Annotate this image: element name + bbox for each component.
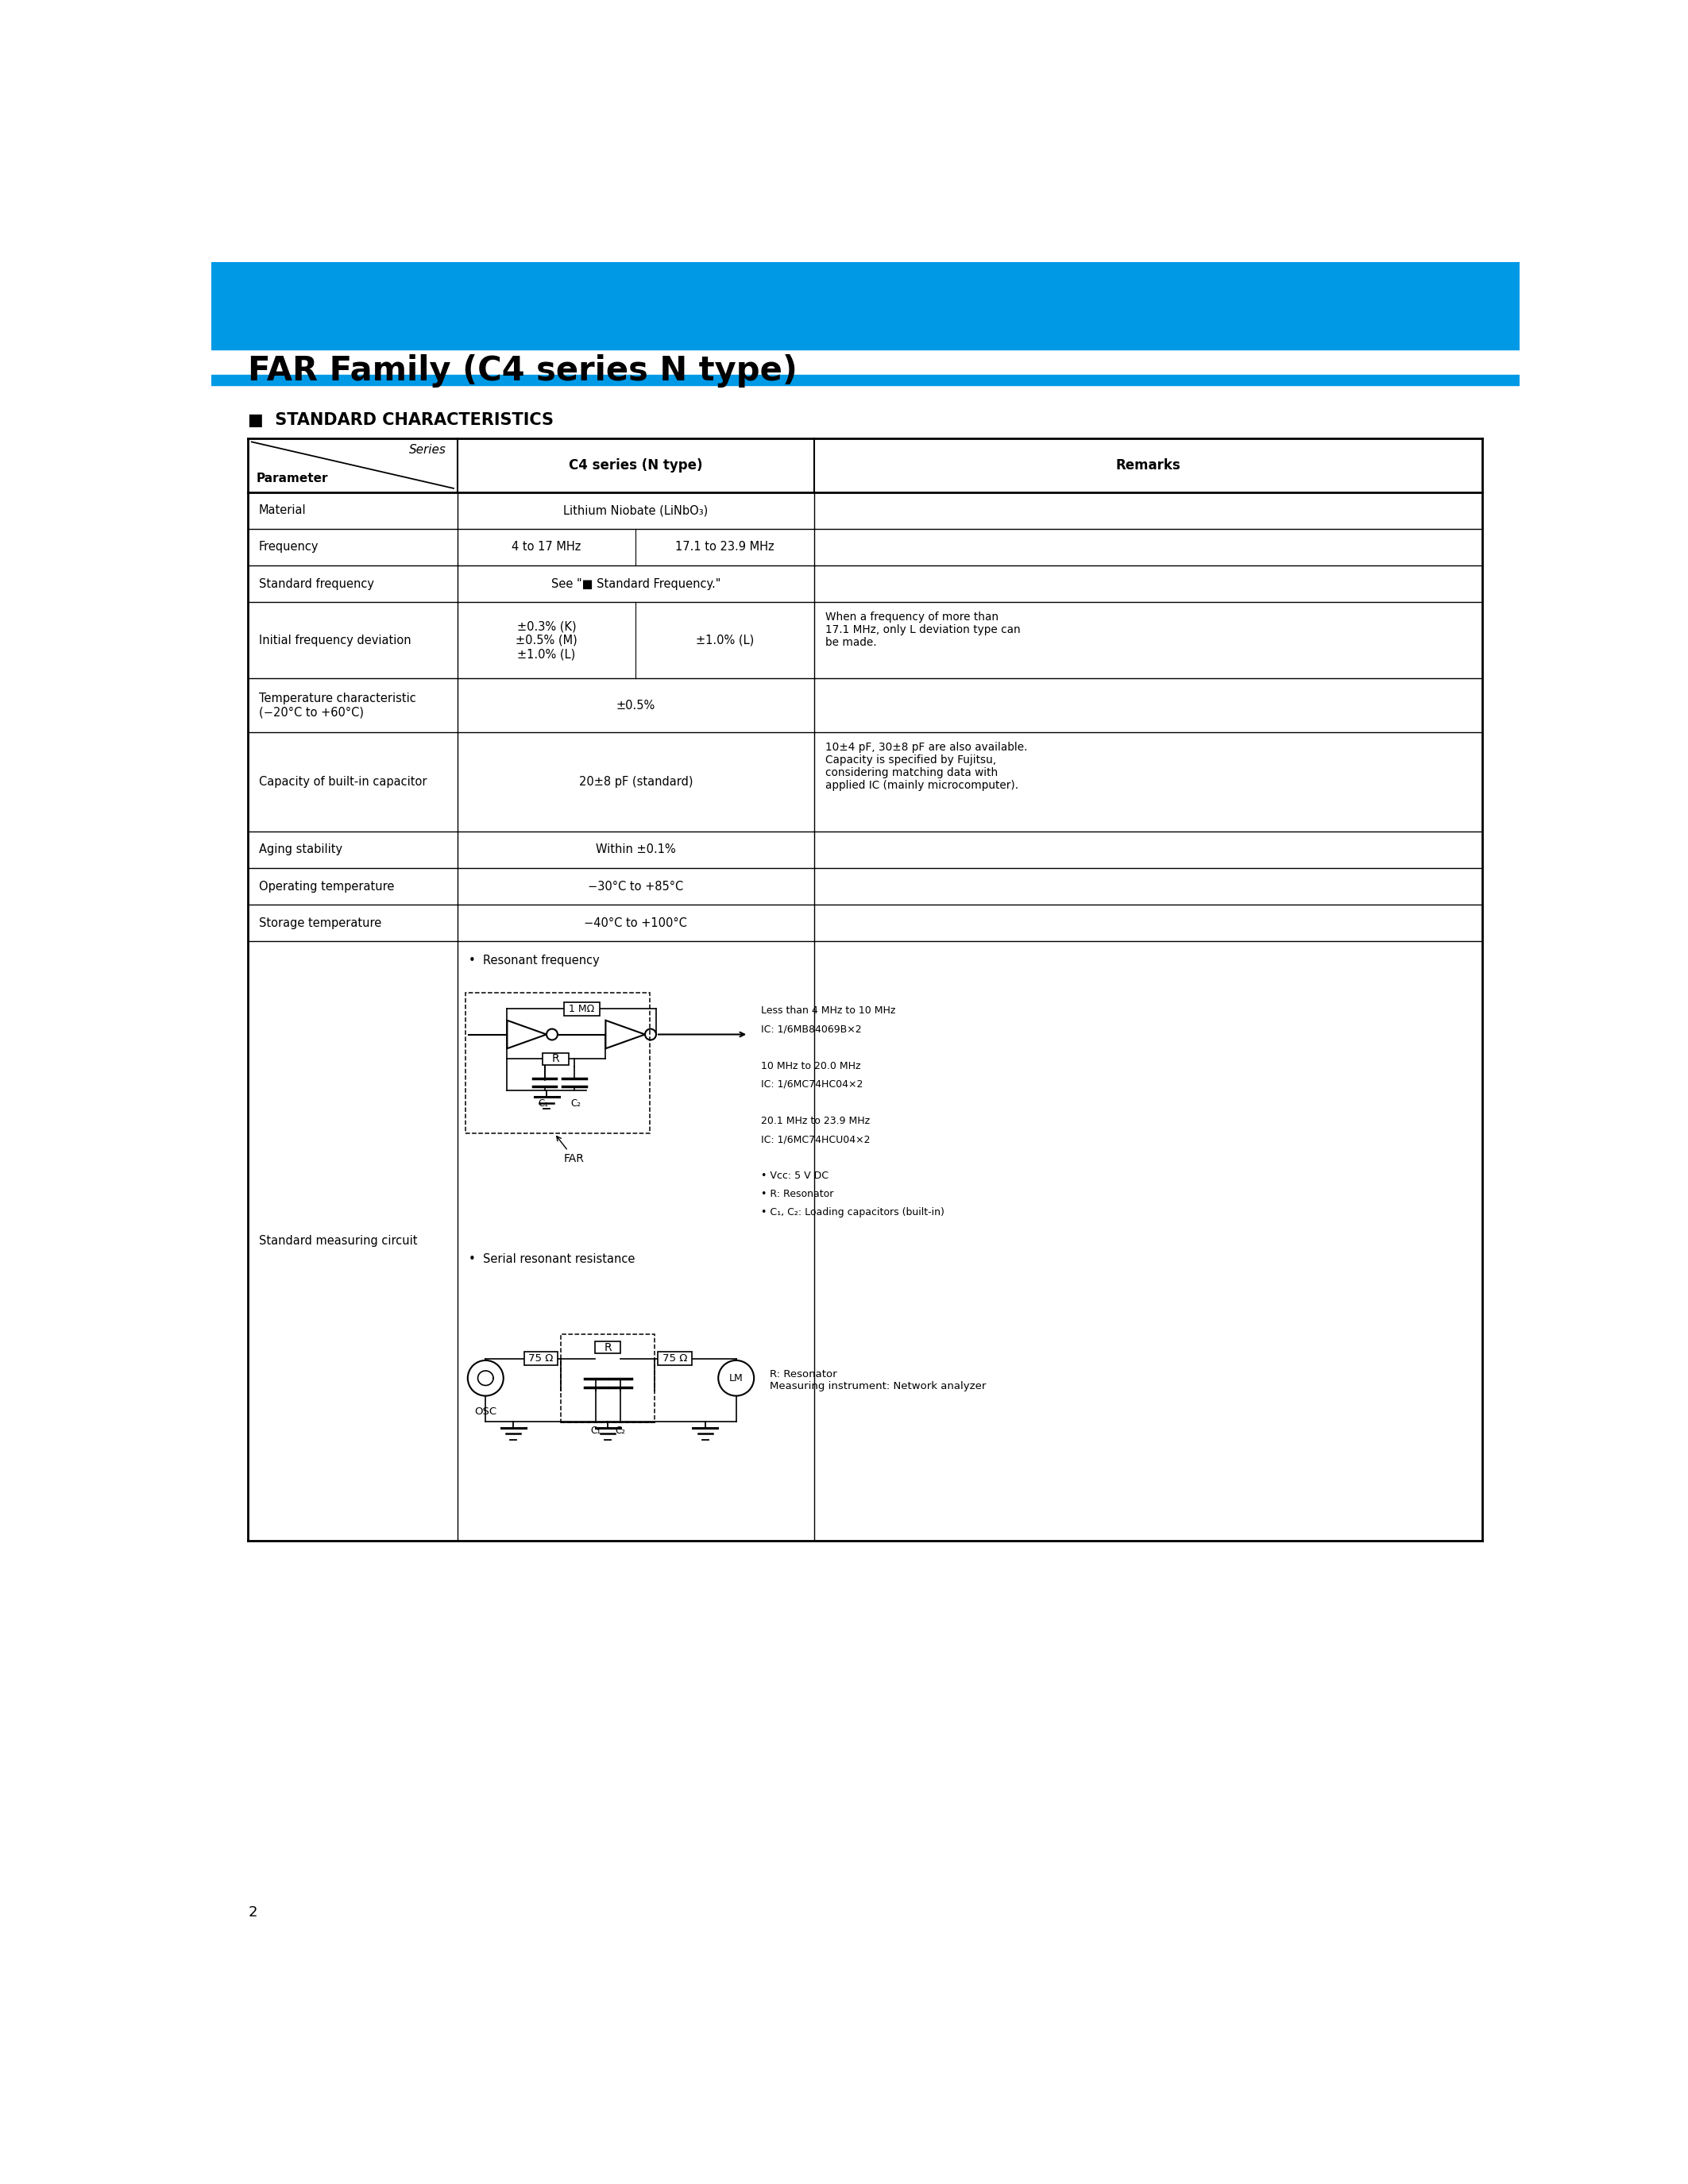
Text: Capacity of built-in capacitor: Capacity of built-in capacitor [258,775,427,788]
Text: IC: 1/6MC74HCU04×2: IC: 1/6MC74HCU04×2 [761,1133,869,1144]
Text: Material: Material [258,505,307,515]
Bar [544,1053,569,1066]
Text: ±1.0% (L): ±1.0% (L) [695,633,755,646]
Text: See "■ Standard Frequency.": See "■ Standard Frequency." [550,579,721,590]
Text: C4 series (N type): C4 series (N type) [569,459,702,472]
Text: OSC: OSC [474,1406,496,1417]
Text: R: R [604,1341,611,1354]
Text: Initial frequency deviation: Initial frequency deviation [258,633,412,646]
Text: LM: LM [729,1374,743,1382]
Text: 10 MHz to 20.0 MHz: 10 MHz to 20.0 MHz [761,1061,861,1070]
Bar [523,1352,559,1365]
Text: C₂: C₂ [614,1426,625,1437]
Text: 20.1 MHz to 23.9 MHz: 20.1 MHz to 23.9 MHz [761,1116,869,1127]
Text: 2: 2 [248,1904,257,1920]
Text: • C₁, C₂: Loading capacitors (built-in): • C₁, C₂: Loading capacitors (built-in) [761,1208,944,1219]
Text: 1 MΩ: 1 MΩ [569,1005,594,1013]
Bar [211,262,1519,349]
Text: FAR Family (C4 series N type): FAR Family (C4 series N type) [248,354,797,389]
Text: Within ±0.1%: Within ±0.1% [596,843,675,856]
Text: Lithium Niobate (LiNbO₃): Lithium Niobate (LiNbO₃) [564,505,709,515]
Text: IC: 1/6MB84069B×2: IC: 1/6MB84069B×2 [761,1024,861,1035]
Text: •  Resonant frequency: • Resonant frequency [468,954,599,968]
Text: Series: Series [408,443,446,456]
Text: FAR: FAR [557,1136,584,1164]
Text: Aging stability: Aging stability [258,843,343,856]
Bar [560,1334,655,1422]
Text: Parameter: Parameter [257,472,329,485]
Text: 75 Ω: 75 Ω [662,1354,687,1363]
Bar [466,994,650,1133]
Text: IC: 1/6MC74HC04×2: IC: 1/6MC74HC04×2 [761,1079,863,1090]
Bar [211,376,1519,384]
Bar [594,1341,621,1354]
Text: Frequency: Frequency [258,542,319,553]
Text: Temperature characteristic
(−20°C to +60°C): Temperature characteristic (−20°C to +60… [258,692,417,719]
Text: −40°C to +100°C: −40°C to +100°C [584,917,687,928]
Text: ±0.5%: ±0.5% [616,699,655,712]
Text: R: Resonator
Measuring instrument: Network analyzer: R: Resonator Measuring instrument: Netwo… [770,1369,986,1391]
Bar [564,1002,599,1016]
Text: 4 to 17 MHz: 4 to 17 MHz [511,542,581,553]
Text: When a frequency of more than
17.1 MHz, only L deviation type can
be made.: When a frequency of more than 17.1 MHz, … [825,612,1021,649]
Text: C₂: C₂ [571,1099,581,1107]
Circle shape [468,1361,503,1396]
Text: Remarks: Remarks [1116,459,1182,472]
Text: ■  STANDARD CHARACTERISTICS: ■ STANDARD CHARACTERISTICS [248,413,554,428]
Text: Less than 4 MHz to 10 MHz: Less than 4 MHz to 10 MHz [761,1005,895,1016]
Text: ±0.3% (K)
±0.5% (M)
±1.0% (L): ±0.3% (K) ±0.5% (M) ±1.0% (L) [515,620,577,660]
Text: • R: Resonator: • R: Resonator [761,1188,834,1199]
Text: Standard frequency: Standard frequency [258,579,375,590]
Text: 20±8 pF (standard): 20±8 pF (standard) [579,775,692,788]
Text: 17.1 to 23.9 MHz: 17.1 to 23.9 MHz [675,542,775,553]
Text: R: R [552,1053,560,1064]
Text: • Vcc: 5 V DC: • Vcc: 5 V DC [761,1171,829,1182]
Text: •  Serial resonant resistance: • Serial resonant resistance [468,1254,635,1265]
Text: Storage temperature: Storage temperature [258,917,381,928]
Circle shape [719,1361,755,1396]
Text: C₁: C₁ [538,1099,549,1107]
Bar [658,1352,692,1365]
Text: −30°C to +85°C: −30°C to +85°C [587,880,684,893]
Text: Standard measuring circuit: Standard measuring circuit [258,1236,417,1247]
Text: 10±4 pF, 30±8 pF are also available.
Capacity is specified by Fujitsu,
consideri: 10±4 pF, 30±8 pF are also available. Cap… [825,743,1028,791]
Text: C₁: C₁ [591,1426,601,1437]
Text: Operating temperature: Operating temperature [258,880,395,893]
Text: 75 Ω: 75 Ω [528,1354,554,1363]
